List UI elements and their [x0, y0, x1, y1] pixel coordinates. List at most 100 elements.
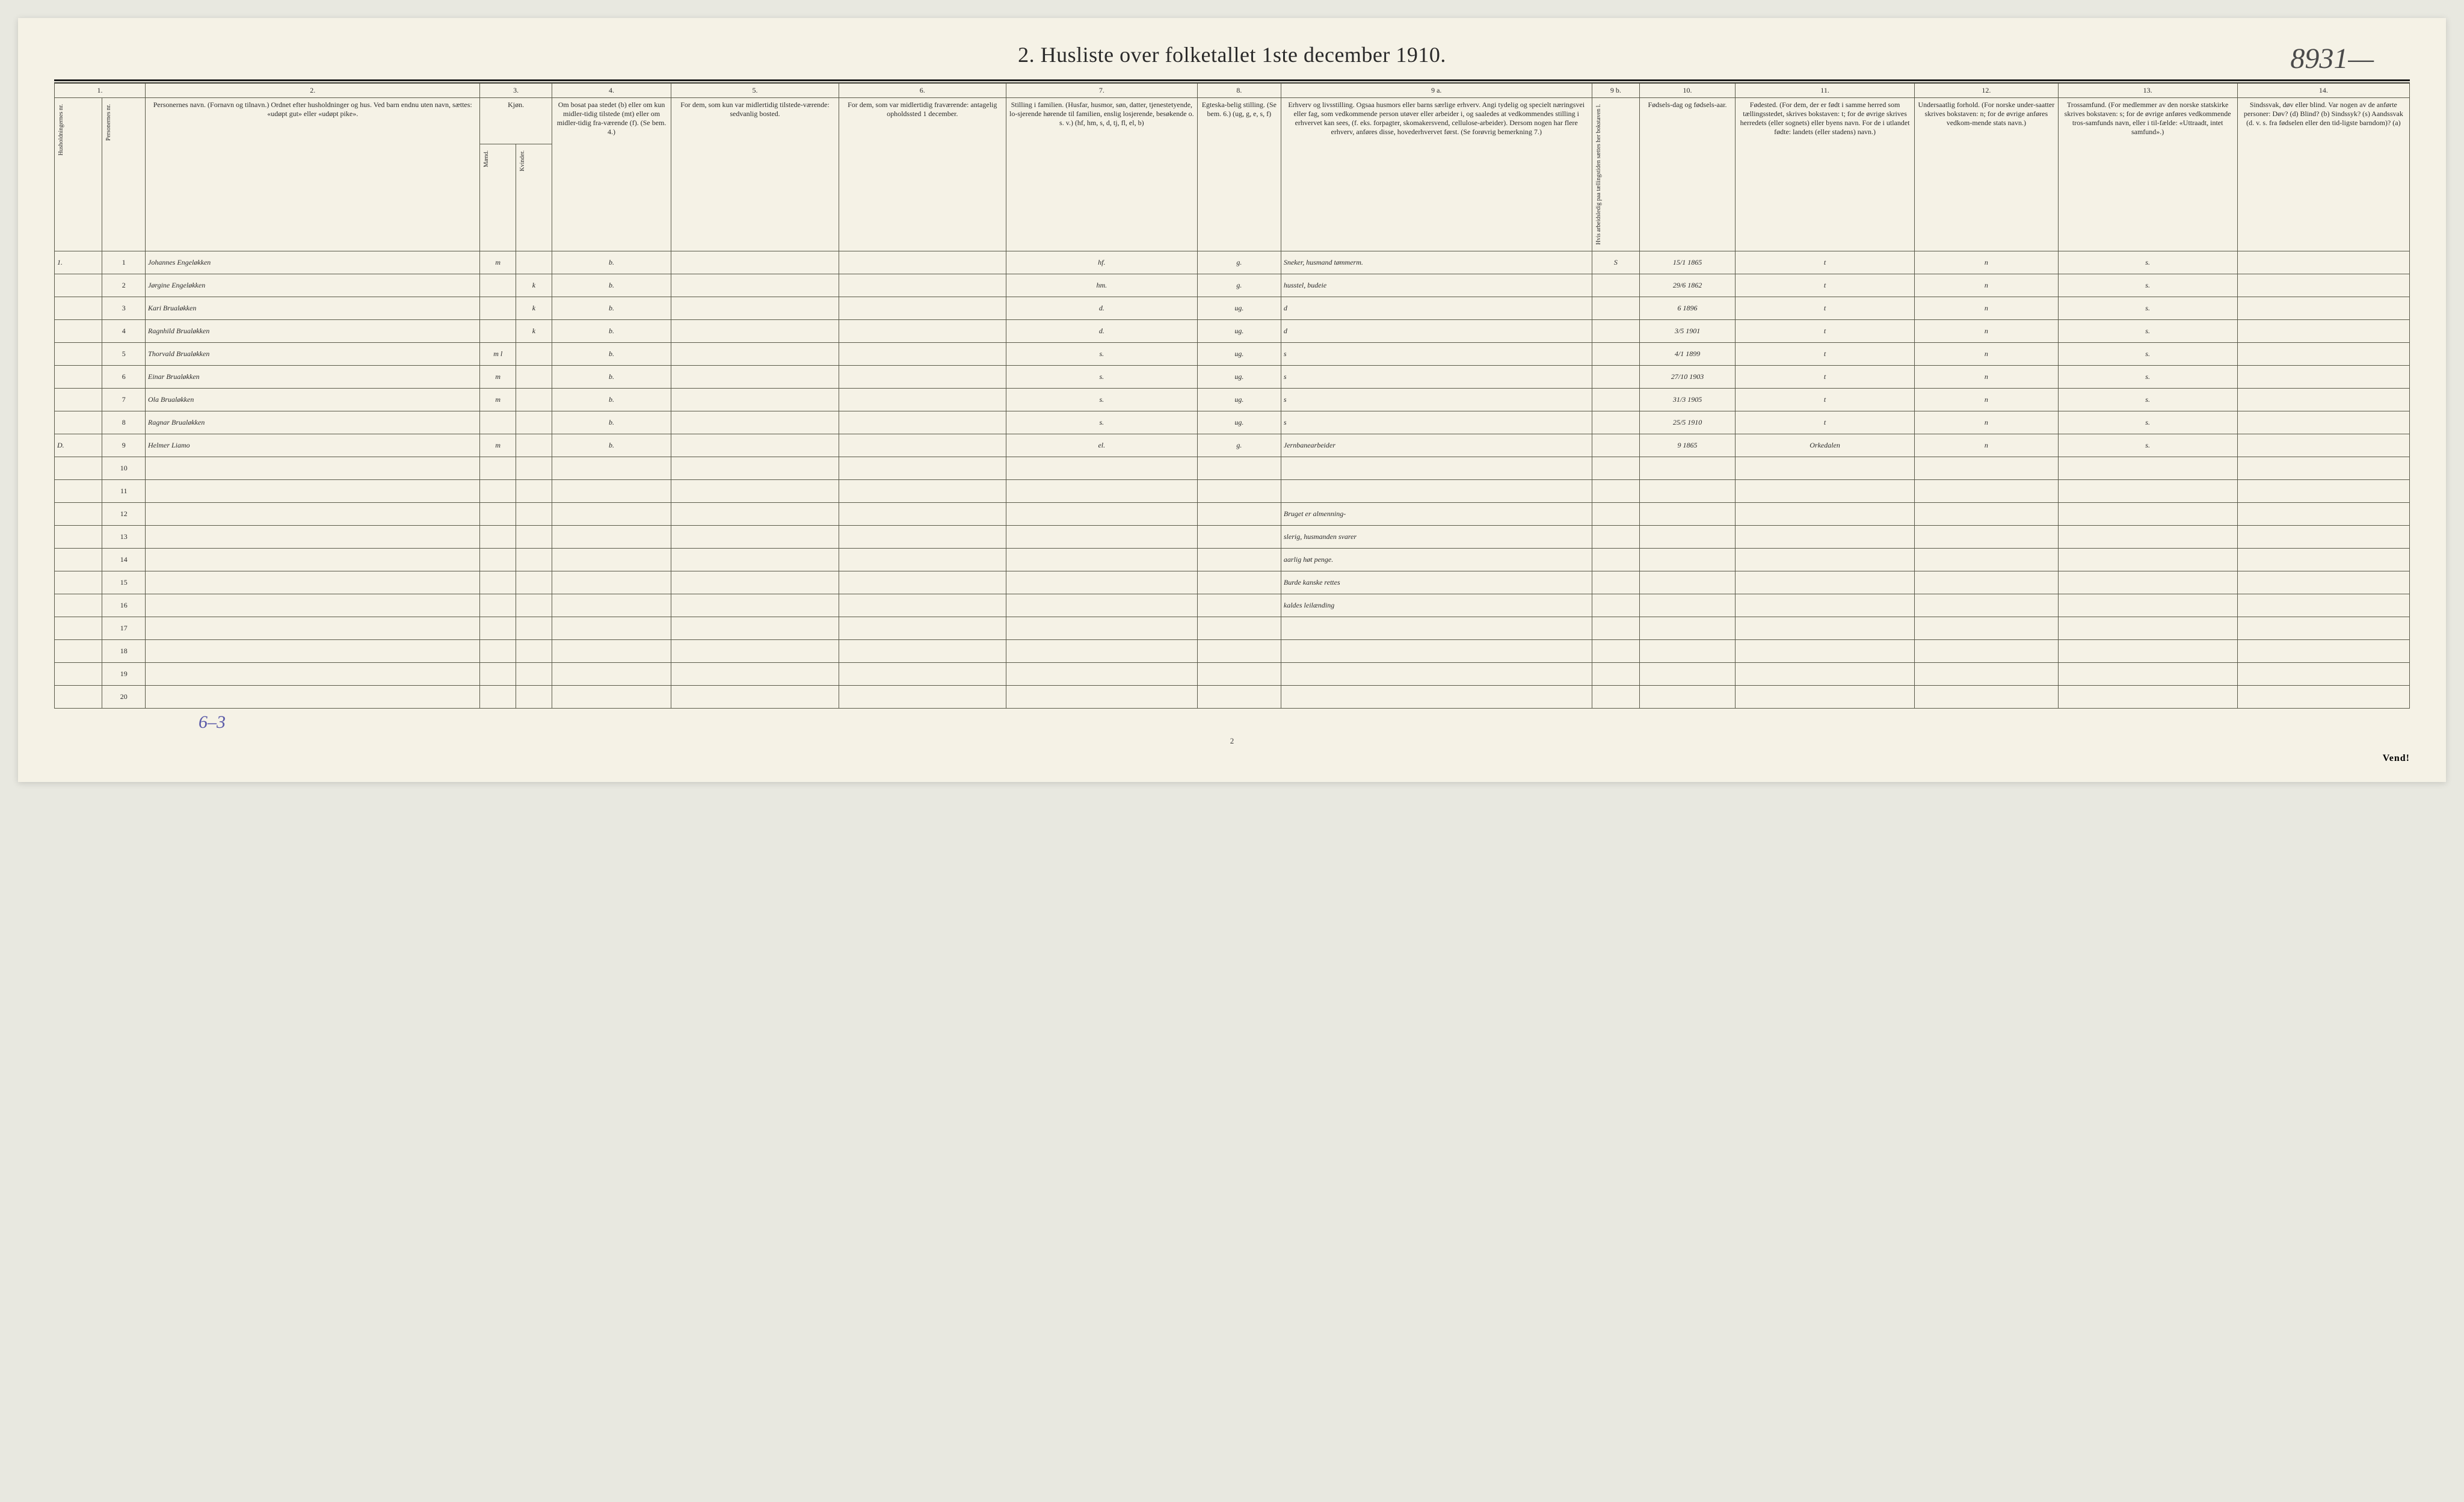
cell-household-no	[55, 662, 102, 685]
cell-marital	[1197, 525, 1281, 548]
cell-residence: b.	[552, 342, 671, 365]
cell-person-no: 2	[102, 274, 146, 297]
empty-row: 14 aarlig høt penge.	[55, 548, 2410, 571]
cell-sex-k	[516, 571, 552, 594]
cell-residence	[552, 457, 671, 479]
cell-temp-absent	[839, 617, 1006, 639]
cell-residence: b.	[552, 274, 671, 297]
cell-residence	[552, 479, 671, 502]
cell-disability	[2237, 251, 2409, 274]
cell-person-no: 13	[102, 525, 146, 548]
person-row: 6Einar Brualøkkenmb.s.ug.s27/10 1903tns.	[55, 365, 2410, 388]
cell-person-no: 3	[102, 297, 146, 319]
col-temp-present: For dem, som kun var midlertidig tilsted…	[671, 98, 839, 251]
cell-sex-k	[516, 548, 552, 571]
cell-nationality	[1915, 525, 2058, 548]
cell-disability	[2237, 548, 2409, 571]
cell-religion: s.	[2058, 319, 2237, 342]
col-sex-m: Mænd.	[480, 144, 516, 251]
cell-disability	[2237, 662, 2409, 685]
cell-birthplace: t	[1736, 274, 1915, 297]
cell-disability	[2237, 297, 2409, 319]
cell-person-no: 12	[102, 502, 146, 525]
cell-nationality: n	[1915, 297, 2058, 319]
cell-birthdate	[1640, 594, 1736, 617]
cell-temp-present	[671, 594, 839, 617]
cell-temp-present	[671, 274, 839, 297]
cell-occupation-note	[1281, 479, 1592, 502]
cell-marital	[1197, 548, 1281, 571]
cell-marital	[1197, 662, 1281, 685]
cell-residence: b.	[552, 388, 671, 411]
cell-unemployed	[1592, 685, 1639, 708]
cell-residence	[552, 617, 671, 639]
cell-family-pos: d.	[1006, 297, 1197, 319]
person-row: 7Ola Brualøkkenmb.s.ug.s31/3 1905tns.	[55, 388, 2410, 411]
cell-occupation: d	[1281, 297, 1592, 319]
cell-disability	[2237, 617, 2409, 639]
cell-unemployed	[1592, 274, 1639, 297]
cell-nationality	[1915, 457, 2058, 479]
cell-sex-k	[516, 502, 552, 525]
cell-nationality: n	[1915, 274, 2058, 297]
cell-family-pos	[1006, 571, 1197, 594]
cell-disability	[2237, 342, 2409, 365]
cell-temp-present	[671, 297, 839, 319]
cell-person-no: 9	[102, 434, 146, 457]
cell-name	[146, 502, 480, 525]
cell-marital: ug.	[1197, 319, 1281, 342]
cell-name	[146, 639, 480, 662]
cell-birthplace	[1736, 502, 1915, 525]
cell-occupation: s	[1281, 388, 1592, 411]
cell-disability	[2237, 502, 2409, 525]
census-table: 1. 2. 3. 4. 5. 6. 7. 8. 9 a. 9 b. 10. 11…	[54, 83, 2410, 709]
cell-family-pos	[1006, 685, 1197, 708]
cell-birthdate: 9 1865	[1640, 434, 1736, 457]
colnum-2: 2.	[146, 84, 480, 98]
col-marital: Egteska-belig stilling. (Se bem. 6.) (ug…	[1197, 98, 1281, 251]
col-nationality: Undersaatlig forhold. (For norske under-…	[1915, 98, 2058, 251]
cell-religion: s.	[2058, 388, 2237, 411]
cell-religion: s.	[2058, 411, 2237, 434]
cell-sex-m: m	[480, 365, 516, 388]
cell-occupation-note: aarlig høt penge.	[1281, 548, 1592, 571]
cell-religion	[2058, 502, 2237, 525]
census-page: 2. Husliste over folketallet 1ste decemb…	[18, 18, 2446, 782]
cell-unemployed	[1592, 548, 1639, 571]
cell-temp-present	[671, 434, 839, 457]
cell-sex-m	[480, 297, 516, 319]
cell-sex-m	[480, 617, 516, 639]
cell-religion	[2058, 548, 2237, 571]
cell-family-pos	[1006, 639, 1197, 662]
cell-marital	[1197, 457, 1281, 479]
cell-temp-present	[671, 365, 839, 388]
cell-religion	[2058, 662, 2237, 685]
colnum-10: 10.	[1640, 84, 1736, 98]
col-birthdate: Fødsels-dag og fødsels-aar.	[1640, 98, 1736, 251]
cell-unemployed	[1592, 342, 1639, 365]
cell-sex-m: m	[480, 388, 516, 411]
cell-person-no: 19	[102, 662, 146, 685]
cell-sex-m	[480, 662, 516, 685]
cell-residence	[552, 639, 671, 662]
cell-person-no: 14	[102, 548, 146, 571]
empty-row: 17	[55, 617, 2410, 639]
cell-family-pos	[1006, 457, 1197, 479]
cell-household-no	[55, 617, 102, 639]
cell-birthplace: t	[1736, 251, 1915, 274]
cell-birthdate	[1640, 548, 1736, 571]
person-row: 1.1Johannes Engeløkkenmb.hf.g.Sneker, hu…	[55, 251, 2410, 274]
cell-religion	[2058, 594, 2237, 617]
cell-household-no	[55, 319, 102, 342]
cell-temp-present	[671, 342, 839, 365]
table-body: 1.1Johannes Engeløkkenmb.hf.g.Sneker, hu…	[55, 251, 2410, 708]
cell-birthplace: t	[1736, 388, 1915, 411]
cell-birthplace	[1736, 548, 1915, 571]
title-row: 2. Husliste over folketallet 1ste decemb…	[54, 42, 2410, 67]
colnum-6: 6.	[839, 84, 1006, 98]
cell-temp-present	[671, 502, 839, 525]
cell-occupation-note: Bruget er almenning-	[1281, 502, 1592, 525]
cell-name: Ragnar Brualøkken	[146, 411, 480, 434]
cell-birthplace: t	[1736, 342, 1915, 365]
cell-name: Ragnhild Brualøkken	[146, 319, 480, 342]
